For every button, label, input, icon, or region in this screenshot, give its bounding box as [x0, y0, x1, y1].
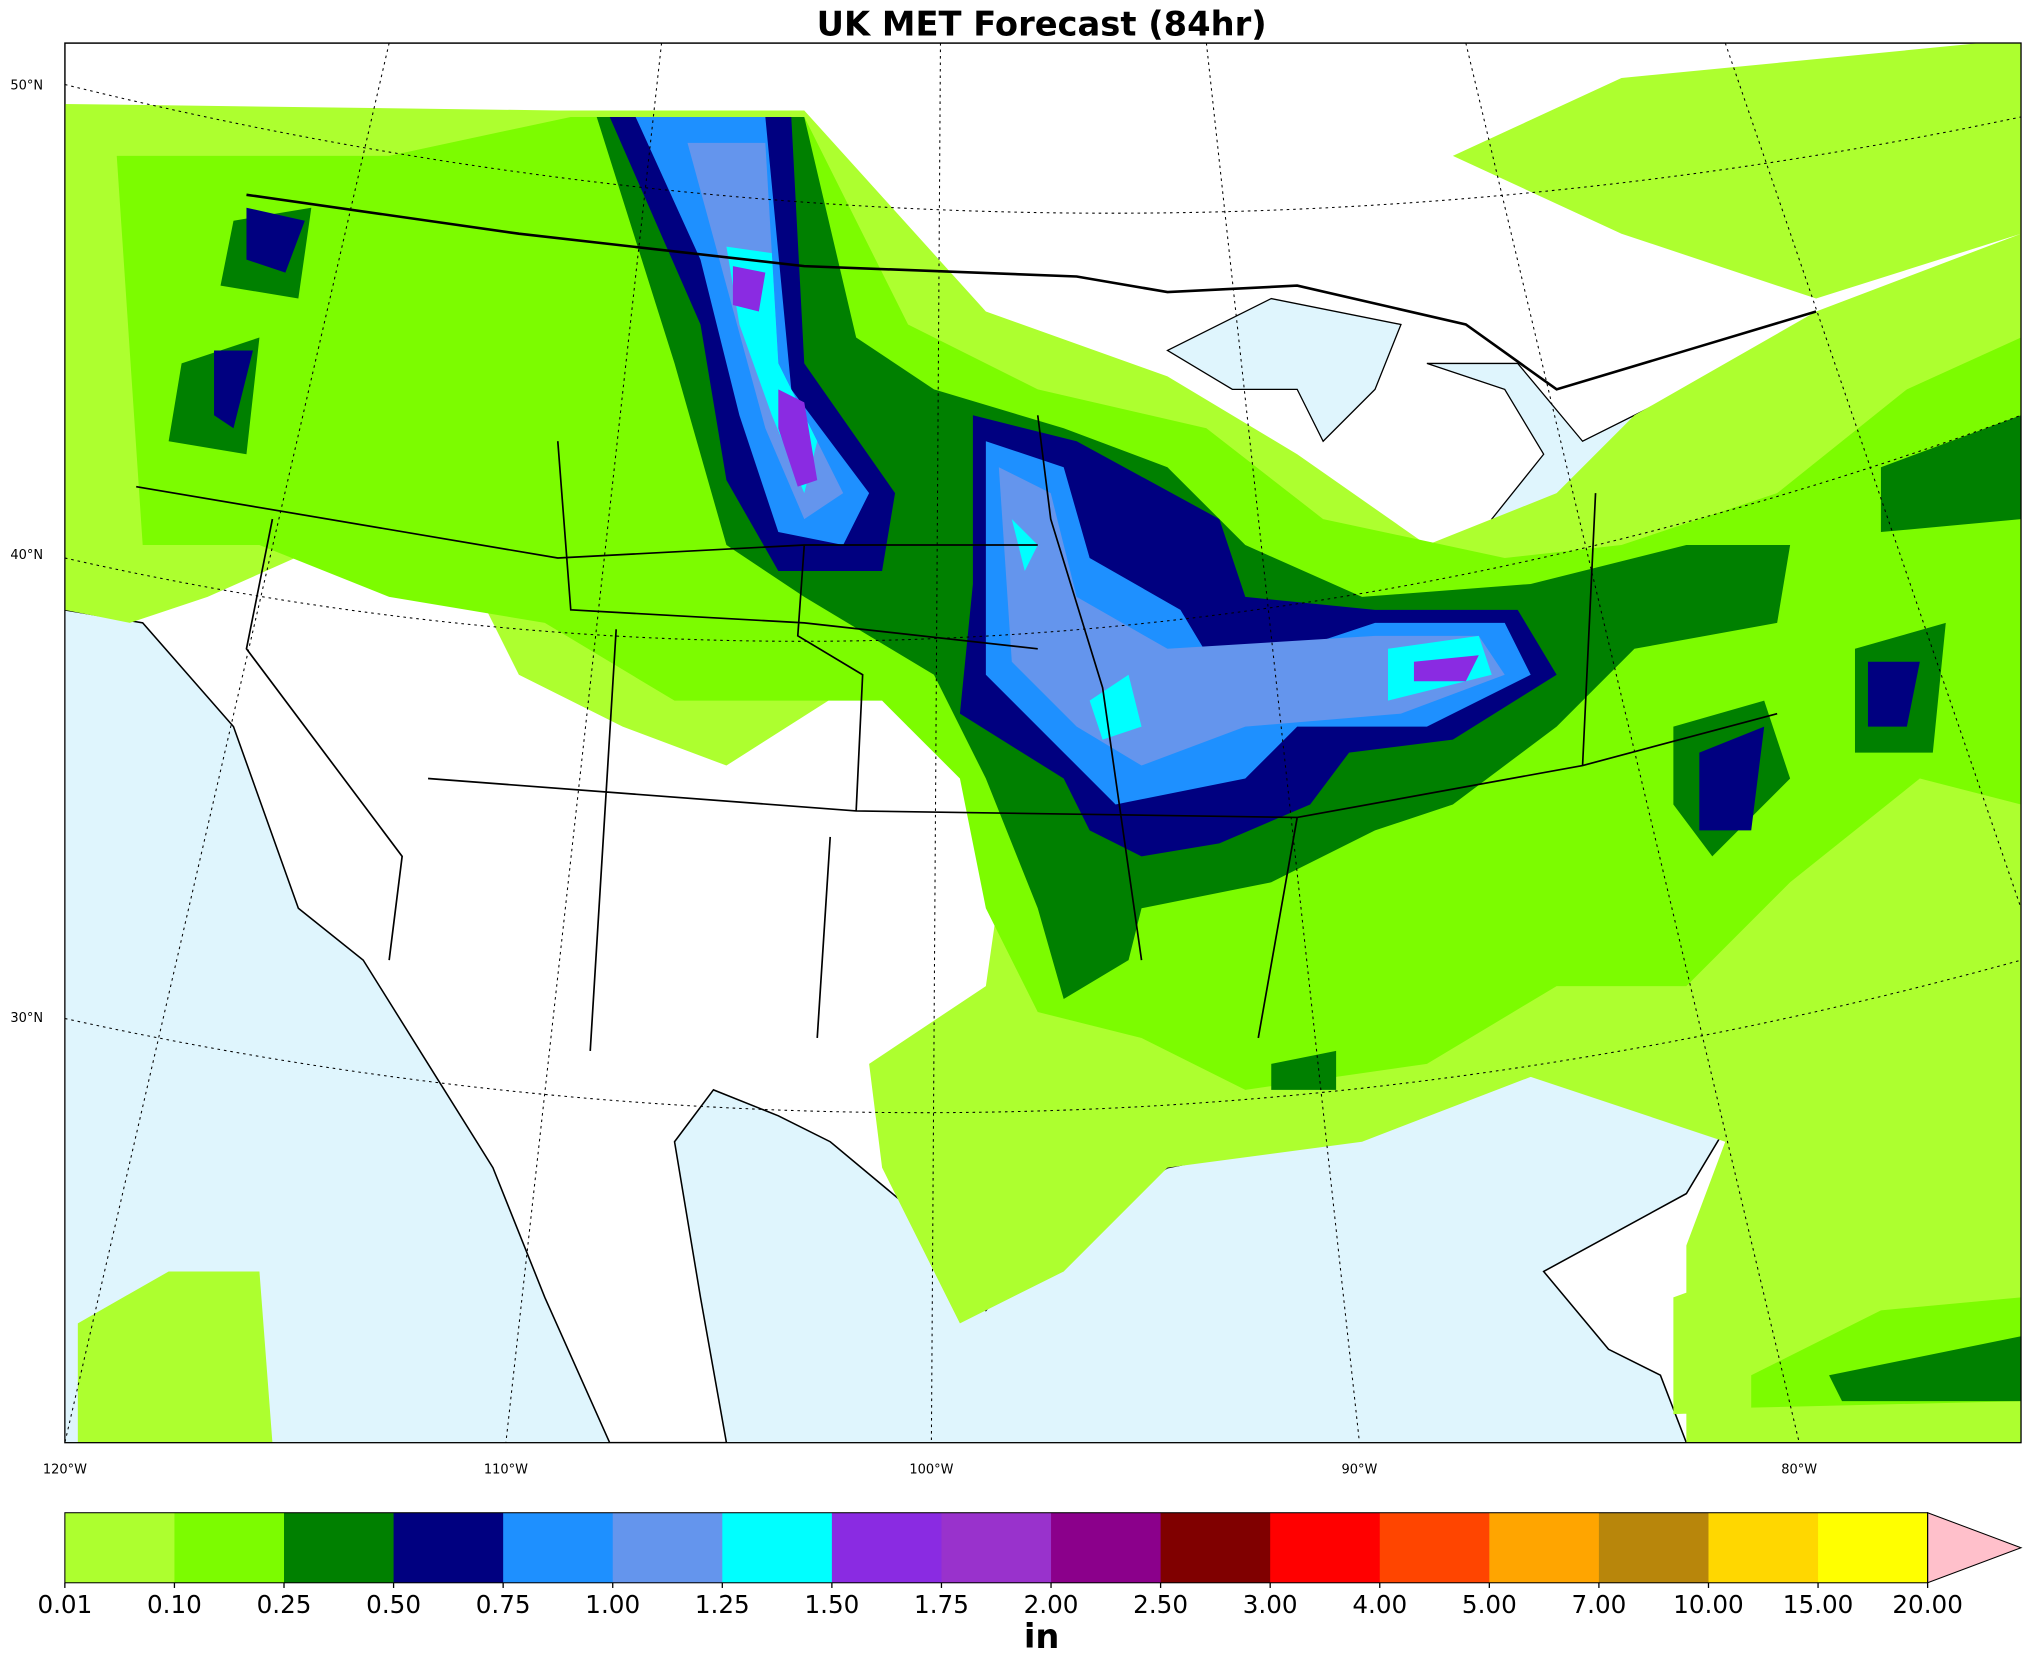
colorbar-label: 20.00	[1892, 1590, 1963, 1619]
colorbar-label: 2.50	[1133, 1590, 1188, 1619]
map	[64, 42, 2022, 1444]
lat-label: 40°N	[10, 548, 43, 563]
lat-label: 30°N	[10, 1011, 43, 1026]
colorbar-label: 1.00	[585, 1590, 640, 1619]
colorbar-swatch	[1818, 1512, 1929, 1583]
colorbar-swatch	[174, 1512, 285, 1583]
graticule	[64, 43, 2022, 1443]
lat-label: 50°N	[10, 78, 43, 93]
colorbar-label: 4.00	[1352, 1590, 1407, 1619]
colorbar-label: 0.75	[476, 1590, 531, 1619]
colorbar-label: 0.10	[147, 1590, 202, 1619]
borders	[136, 193, 1817, 1051]
colorbar-swatch	[393, 1512, 504, 1583]
colorbar-label: 0.01	[37, 1590, 92, 1619]
colorbar-swatch	[1160, 1512, 1271, 1583]
colorbar-swatch	[1379, 1512, 1490, 1583]
colorbar-label: 1.25	[695, 1590, 750, 1619]
precip	[64, 43, 2022, 1443]
colorbar-swatch	[284, 1512, 395, 1583]
colorbar-label: 0.25	[257, 1590, 312, 1619]
colorbar-extend	[1927, 1511, 2023, 1584]
colorbar-swatch	[1270, 1512, 1381, 1583]
colorbar-swatch	[1489, 1512, 1600, 1583]
lon-label: 90°W	[1342, 1462, 1378, 1477]
colorbar-unit: in	[1024, 1617, 1060, 1656]
colorbar-label: 5.00	[1462, 1590, 1517, 1619]
colorbar-swatch	[722, 1512, 833, 1583]
colorbar-swatch	[831, 1512, 943, 1583]
colorbar-swatch	[1708, 1512, 1819, 1583]
colorbar-frame	[64, 1512, 1929, 1584]
colorbar-swatch	[612, 1512, 723, 1583]
map-frame	[64, 42, 2022, 1444]
colorbar-swatch	[1051, 1512, 1162, 1583]
colorbar-swatch	[64, 1512, 176, 1583]
colorbar-label: 2.00	[1024, 1590, 1079, 1619]
colorbar-swatch	[1598, 1512, 1710, 1583]
colorbar-swatch	[941, 1512, 1052, 1583]
colorbar-label: 15.00	[1783, 1590, 1854, 1619]
lon-label: 120°W	[43, 1462, 87, 1477]
lon-label: 110°W	[484, 1462, 528, 1477]
lon-label: 80°W	[1781, 1462, 1817, 1477]
colorbar-label: 1.75	[914, 1590, 969, 1619]
lon-label: 100°W	[909, 1462, 953, 1477]
colorbar-label: 1.50	[804, 1590, 859, 1619]
colorbar-label: 0.50	[366, 1590, 421, 1619]
colorbar-label: 3.00	[1243, 1590, 1298, 1619]
colorbar-label: 7.00	[1571, 1590, 1626, 1619]
colorbar-swatch	[503, 1512, 614, 1583]
colorbar-label: 10.00	[1673, 1590, 1744, 1619]
title: UK MET Forecast (84hr)	[817, 5, 1267, 44]
